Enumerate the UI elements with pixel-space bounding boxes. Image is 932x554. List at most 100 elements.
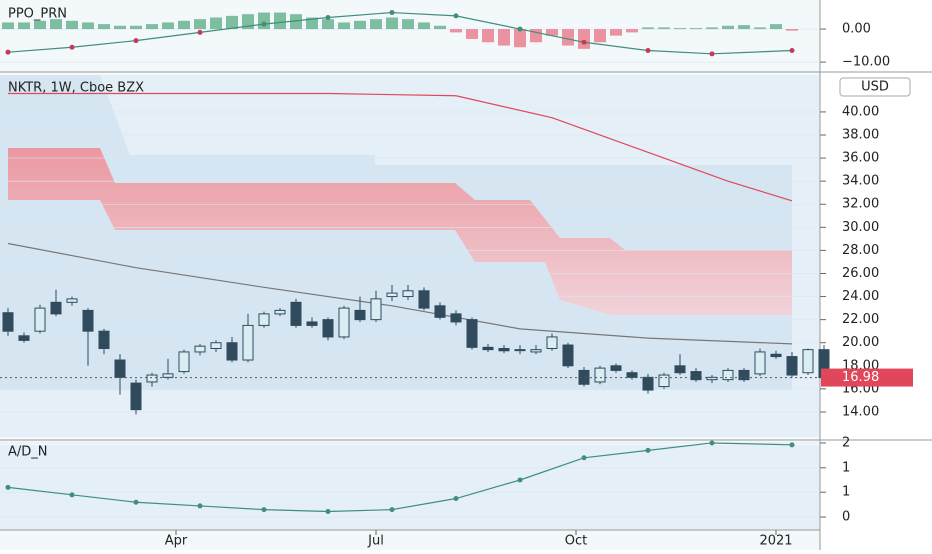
histogram-bar <box>386 17 398 30</box>
candle-body <box>50 301 62 315</box>
ad-dot <box>645 447 651 453</box>
y-tick-label: 30.00 <box>842 220 879 235</box>
panel-title: PPO_PRN <box>8 7 67 22</box>
panel-title: A/D_N <box>8 445 48 460</box>
candle-body <box>498 347 510 352</box>
histogram-bar <box>370 19 382 30</box>
histogram-bar <box>210 17 222 30</box>
x-tick-label: Apr <box>165 534 188 549</box>
histogram-bar <box>690 28 702 30</box>
candle-body <box>386 292 398 298</box>
candle-body <box>210 342 222 349</box>
panel-title: NKTR, 1W, Cboe BZX <box>8 81 144 96</box>
candle-body <box>402 290 414 298</box>
ad-dot <box>517 477 523 483</box>
histogram-bar <box>274 12 286 30</box>
candle-body <box>306 321 318 326</box>
ad-dot <box>789 442 795 448</box>
y-tick-label: 28.00 <box>842 243 879 258</box>
histogram-bar <box>642 27 654 30</box>
candle-body <box>658 374 670 388</box>
histogram-bar <box>322 19 334 30</box>
histogram-bar <box>498 29 510 46</box>
histogram-bar <box>450 29 462 33</box>
candle-body <box>178 351 190 373</box>
histogram-bar <box>114 25 126 30</box>
candle-body <box>370 298 382 321</box>
candle-body <box>642 376 654 391</box>
histogram-bar <box>610 29 622 36</box>
histogram-bar <box>562 29 574 46</box>
candle-body <box>146 374 158 383</box>
candle-body <box>578 369 590 385</box>
candle-body <box>338 307 350 338</box>
y-tick-label: −10.00 <box>842 55 890 70</box>
histogram-bar <box>290 14 302 30</box>
last-price-box <box>821 368 913 387</box>
histogram-bar <box>578 29 590 49</box>
ad-dot <box>69 492 75 498</box>
y-tick-label: 24.00 <box>842 289 879 304</box>
y-tick-label: 22.00 <box>842 312 879 327</box>
histogram-bar <box>402 19 414 30</box>
candle-body <box>562 344 574 367</box>
ppo-dot <box>789 48 795 54</box>
ppo-dot <box>325 15 331 21</box>
candle-body <box>754 351 766 375</box>
ppo-dot <box>709 51 715 57</box>
y-tick-label: 14.00 <box>842 404 879 419</box>
currency-box <box>839 77 911 97</box>
histogram-bar <box>786 29 798 31</box>
candle-body <box>786 356 798 376</box>
candle-body <box>738 369 750 381</box>
candle-body <box>114 359 126 378</box>
histogram-bar <box>594 29 606 43</box>
candle-body <box>674 365 686 374</box>
candle-body <box>802 349 814 374</box>
candle-body <box>194 345 206 353</box>
candle-body <box>242 324 254 361</box>
candle-body <box>98 330 110 349</box>
candle-body <box>530 349 542 353</box>
candle-body <box>594 367 606 383</box>
histogram-bar <box>738 25 750 30</box>
candle-body <box>290 301 302 326</box>
histogram-bar <box>674 28 686 30</box>
y-tick-label: 26.00 <box>842 266 879 281</box>
ppo-dot <box>133 38 139 44</box>
series-line <box>7 242 793 345</box>
candle-body <box>434 305 446 318</box>
histogram-bar <box>514 29 526 48</box>
candle-body <box>226 342 238 361</box>
x-tick-label: Jul <box>367 534 384 549</box>
ppo-dot <box>261 21 267 27</box>
ad-dot <box>453 496 459 502</box>
candle-body <box>82 309 94 332</box>
x-tick-label: Oct <box>565 534 587 549</box>
histogram-bar <box>130 25 142 30</box>
y-tick-label: 2 <box>842 435 850 450</box>
histogram-bar <box>770 24 782 30</box>
ad-dot <box>261 507 267 513</box>
candle-body <box>258 313 270 326</box>
histogram-bar <box>482 29 494 43</box>
ppo-dot <box>453 13 459 19</box>
ad-dot <box>709 440 715 446</box>
candle-body <box>450 313 462 323</box>
ppo-dot <box>5 49 11 55</box>
ad-dot <box>133 499 139 505</box>
histogram-bar <box>2 22 14 30</box>
ad-dot <box>325 508 331 514</box>
candle-body <box>2 312 14 332</box>
y-tick-label: 1 <box>842 485 850 500</box>
histogram-bar <box>66 20 78 30</box>
candle-body <box>322 319 334 338</box>
candle-body <box>514 349 526 352</box>
y-tick-label: 0 <box>842 510 850 525</box>
histogram-bar <box>98 24 110 30</box>
y-tick-label: 32.00 <box>842 197 879 212</box>
histogram-bar <box>466 29 478 39</box>
candle-body <box>722 369 734 381</box>
